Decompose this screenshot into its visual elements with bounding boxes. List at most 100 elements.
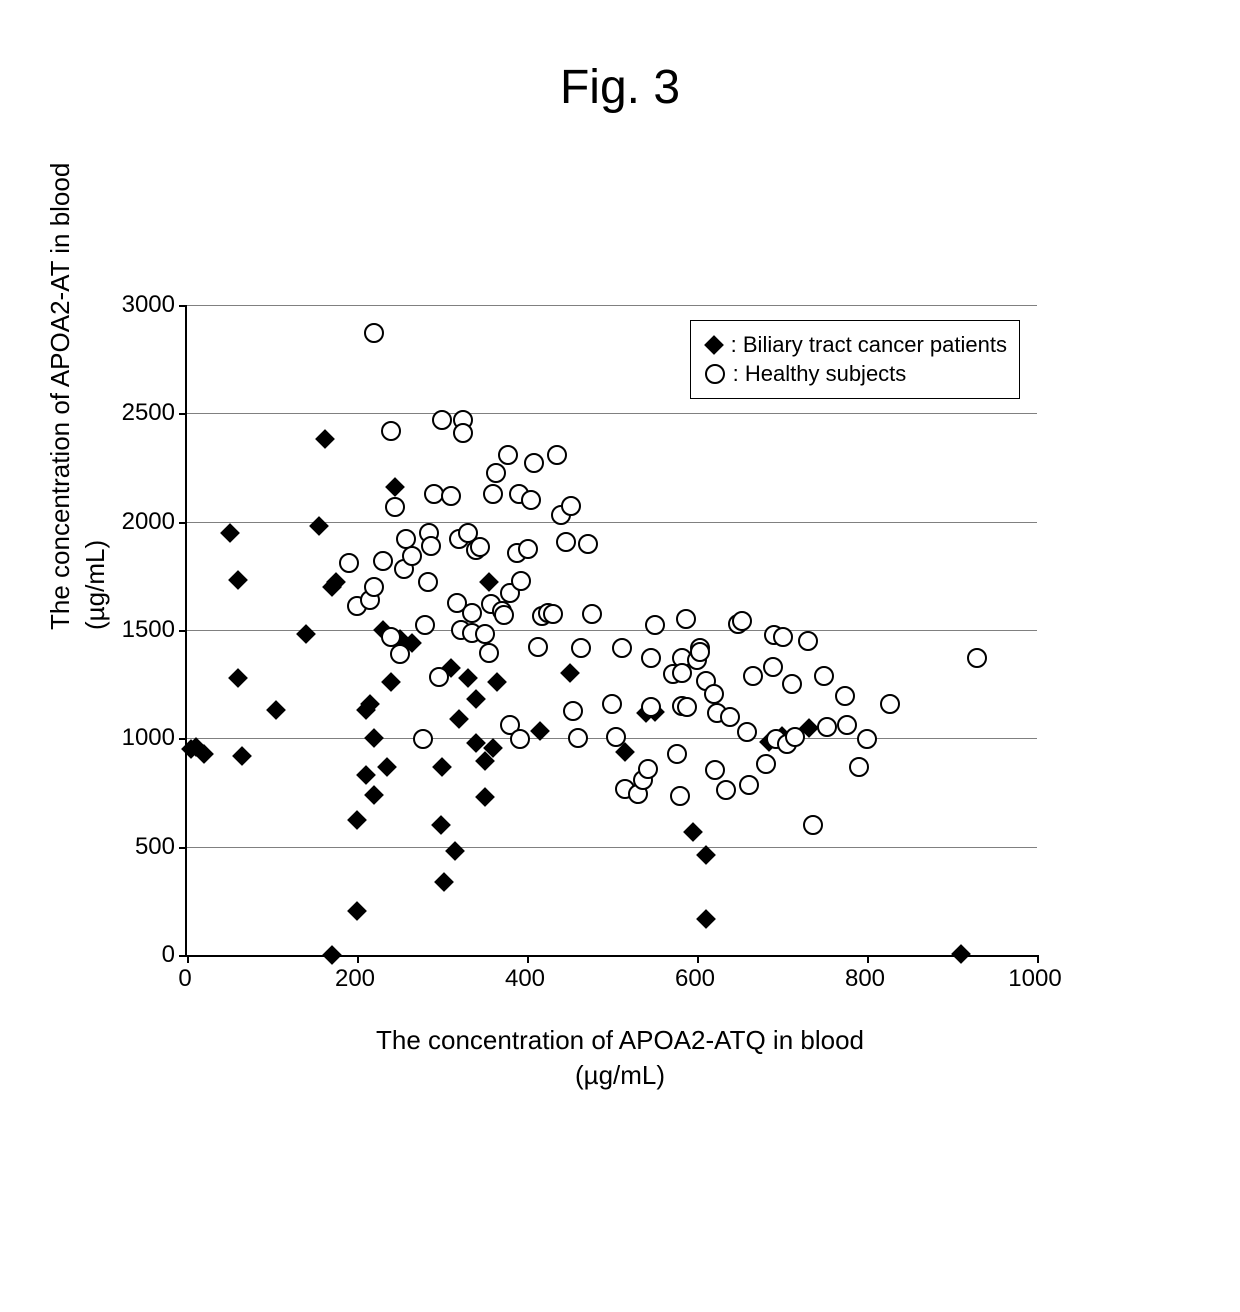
y-tick-mark (179, 738, 187, 740)
diamond-marker (385, 477, 405, 497)
circle-marker (676, 609, 696, 629)
circle-marker (739, 775, 759, 795)
diamond-marker (479, 572, 499, 592)
circle-marker (782, 674, 802, 694)
circle-marker (373, 551, 393, 571)
circle-marker (837, 715, 857, 735)
diamond-marker (432, 757, 452, 777)
circle-icon (705, 364, 725, 384)
circle-marker (556, 532, 576, 552)
circle-marker (763, 657, 783, 677)
y-axis-label: The concentration of APOA2-AT in blood (45, 163, 76, 630)
circle-marker (441, 486, 461, 506)
y-tick-mark (179, 413, 187, 415)
diamond-marker (431, 815, 451, 835)
circle-marker (402, 546, 422, 566)
circle-marker (803, 815, 823, 835)
circle-marker (849, 757, 869, 777)
circle-marker (638, 759, 658, 779)
circle-marker (743, 666, 763, 686)
y-tick-mark (179, 955, 187, 957)
circle-marker (798, 631, 818, 651)
diamond-marker (445, 841, 465, 861)
circle-marker (880, 694, 900, 714)
circle-marker (756, 754, 776, 774)
diamond-marker (487, 672, 507, 692)
circle-marker (571, 638, 591, 658)
y-tick-mark (179, 847, 187, 849)
diamond-marker (683, 822, 703, 842)
y-tick-label: 500 (95, 833, 175, 861)
diamond-marker (458, 668, 478, 688)
gridline (187, 630, 1037, 631)
y-axis-unit: (µg/mL) (80, 540, 111, 630)
circle-marker (606, 727, 626, 747)
x-tick-mark (1037, 955, 1039, 963)
circle-marker (528, 637, 548, 657)
gridline (187, 305, 1037, 306)
circle-marker (543, 604, 563, 624)
circle-marker (510, 729, 530, 749)
legend-label: : Healthy subjects (733, 361, 907, 387)
x-tick-label: 0 (145, 965, 225, 993)
x-axis-unit: (µg/mL) (0, 1060, 1240, 1091)
circle-marker (785, 727, 805, 747)
diamond-marker (364, 728, 384, 748)
x-tick-label: 800 (825, 965, 905, 993)
circle-marker (364, 577, 384, 597)
circle-marker (483, 484, 503, 504)
circle-marker (524, 453, 544, 473)
diamond-marker (296, 624, 316, 644)
x-tick-mark (527, 955, 529, 963)
circle-marker (582, 604, 602, 624)
circle-marker (677, 697, 697, 717)
x-tick-mark (187, 955, 189, 963)
circle-marker (479, 643, 499, 663)
diamond-marker (466, 689, 486, 709)
circle-marker (670, 786, 690, 806)
circle-marker (453, 423, 473, 443)
circle-marker (612, 638, 632, 658)
legend-row: : Biliary tract cancer patients (703, 332, 1007, 358)
diamond-marker (315, 429, 335, 449)
circle-marker (421, 536, 441, 556)
y-tick-mark (179, 522, 187, 524)
circle-marker (857, 729, 877, 749)
y-tick-label: 2000 (95, 508, 175, 536)
y-tick-mark (179, 305, 187, 307)
circle-marker (561, 496, 581, 516)
diamond-marker (347, 901, 367, 921)
circle-marker (475, 624, 495, 644)
x-tick-mark (697, 955, 699, 963)
diamond-marker (364, 785, 384, 805)
y-tick-label: 2500 (95, 399, 175, 427)
diamond-marker (377, 757, 397, 777)
diamond-marker (696, 909, 716, 929)
figure-title: Fig. 3 (0, 60, 1240, 115)
circle-marker (518, 539, 538, 559)
diamond-marker (951, 944, 971, 964)
diamond-marker (347, 810, 367, 830)
x-tick-label: 400 (485, 965, 565, 993)
gridline (187, 847, 1037, 848)
circle-marker (602, 694, 622, 714)
diamond-marker (381, 672, 401, 692)
circle-marker (814, 666, 834, 686)
y-tick-label: 1000 (95, 724, 175, 752)
legend-row: : Healthy subjects (703, 361, 1007, 387)
diamond-marker (696, 845, 716, 865)
diamond-marker (449, 709, 469, 729)
legend-label: : Biliary tract cancer patients (731, 332, 1007, 358)
y-tick-label: 3000 (95, 291, 175, 319)
circle-marker (339, 553, 359, 573)
circle-marker (418, 572, 438, 592)
diamond-marker (228, 668, 248, 688)
circle-marker (563, 701, 583, 721)
circle-marker (716, 780, 736, 800)
circle-marker (390, 644, 410, 664)
circle-marker (578, 534, 598, 554)
circle-marker (773, 627, 793, 647)
diamond-marker (560, 663, 580, 683)
circle-marker (704, 684, 724, 704)
diamond-marker (475, 787, 495, 807)
